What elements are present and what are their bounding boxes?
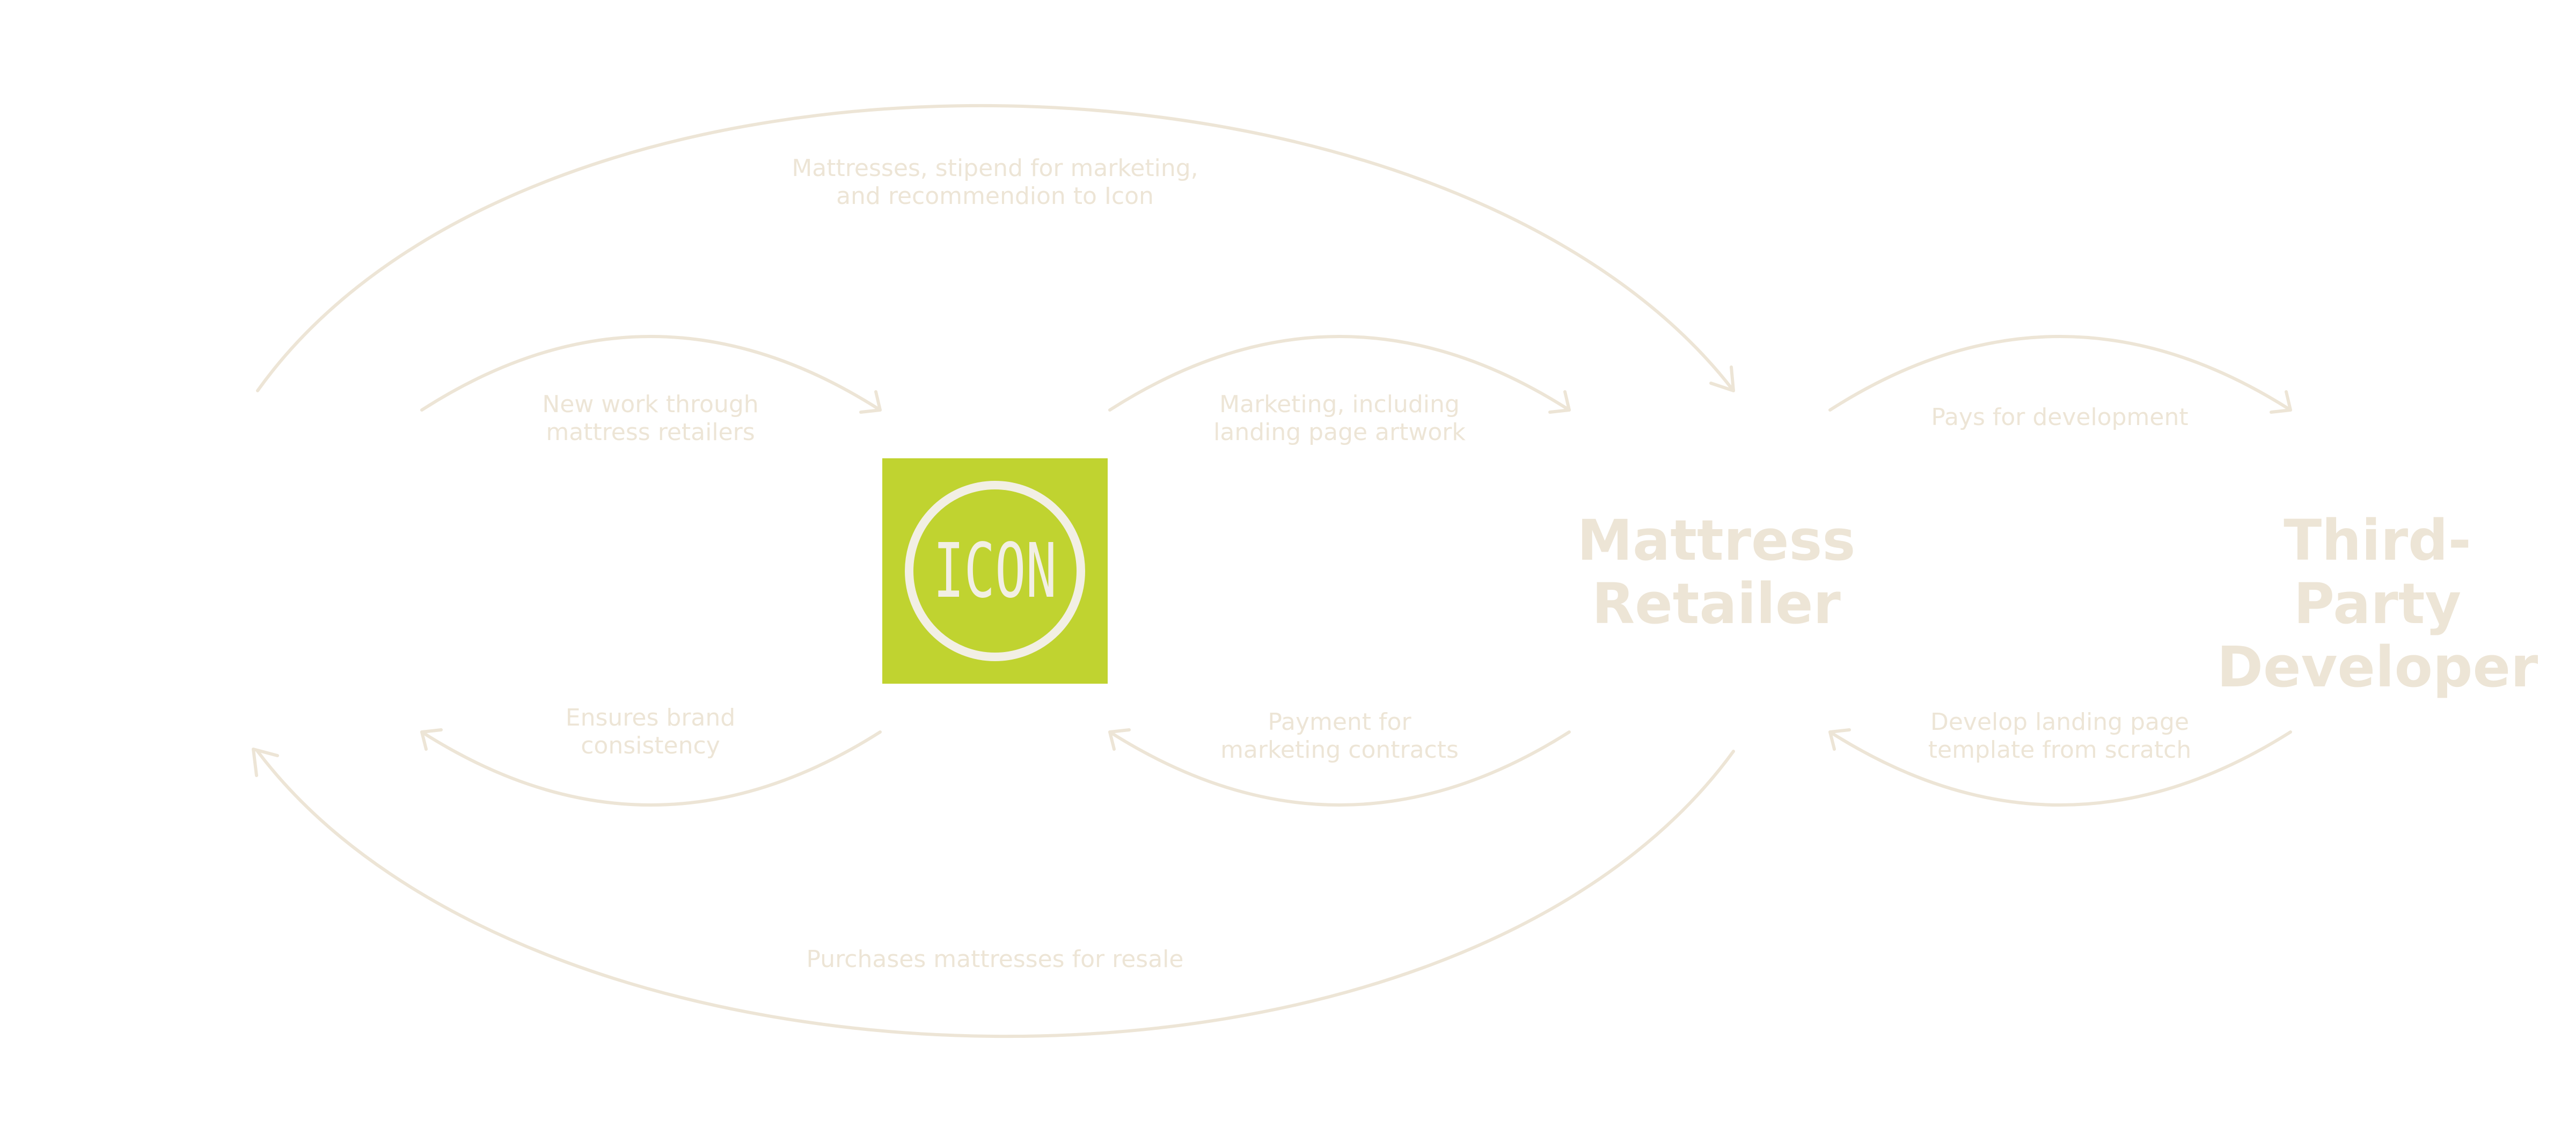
arrow-top-outer	[256, 104, 1735, 392]
arrowhead-bottom-outer	[252, 748, 279, 777]
arrow-right-bottom	[1828, 730, 2292, 807]
logo-text: ICON	[933, 528, 1057, 615]
arrowhead-top-outer	[1709, 365, 1735, 392]
flow-label-right-bottom: Develop landing page template from scrat…	[1928, 708, 2192, 764]
flow-label-mid-top: Marketing, including landing page artwor…	[1213, 391, 1466, 446]
arrow-right-top	[1828, 335, 2292, 412]
icon-logo-ring: ICON	[882, 458, 1108, 684]
flow-label-bottom-outer: Purchases mattresses for resale	[806, 946, 1184, 973]
flow-label-left-bottom: Ensures brand consistency	[565, 704, 736, 759]
arrowhead-right-bottom	[1828, 728, 1851, 751]
flow-label-right-top: Pays for development	[1931, 404, 2189, 431]
arrowhead-left-top	[859, 390, 882, 414]
flow-label-top-outer: Mattresses, stipend for marketing, and r…	[792, 155, 1198, 210]
node-mattress-retailer: Mattress Retailer	[1577, 508, 1856, 636]
flow-label-mid-bottom: Payment for marketing contracts	[1220, 708, 1459, 764]
arrow-left-top	[420, 335, 882, 412]
arrow-mid-top	[1108, 335, 1571, 412]
arrow-bottom-outer	[256, 750, 1735, 1038]
arrowhead-right-top	[2270, 390, 2292, 414]
arrowhead-mid-bottom	[1108, 728, 1131, 751]
node-third-party-developer: Third-Party Developer	[2216, 508, 2538, 700]
arrowhead-left-bottom	[420, 728, 443, 751]
arrowhead-mid-top	[1548, 390, 1571, 414]
arrow-left-bottom	[420, 730, 882, 807]
arrow-mid-bottom	[1108, 730, 1571, 807]
flow-label-left-top: New work through mattress retailers	[542, 391, 759, 446]
